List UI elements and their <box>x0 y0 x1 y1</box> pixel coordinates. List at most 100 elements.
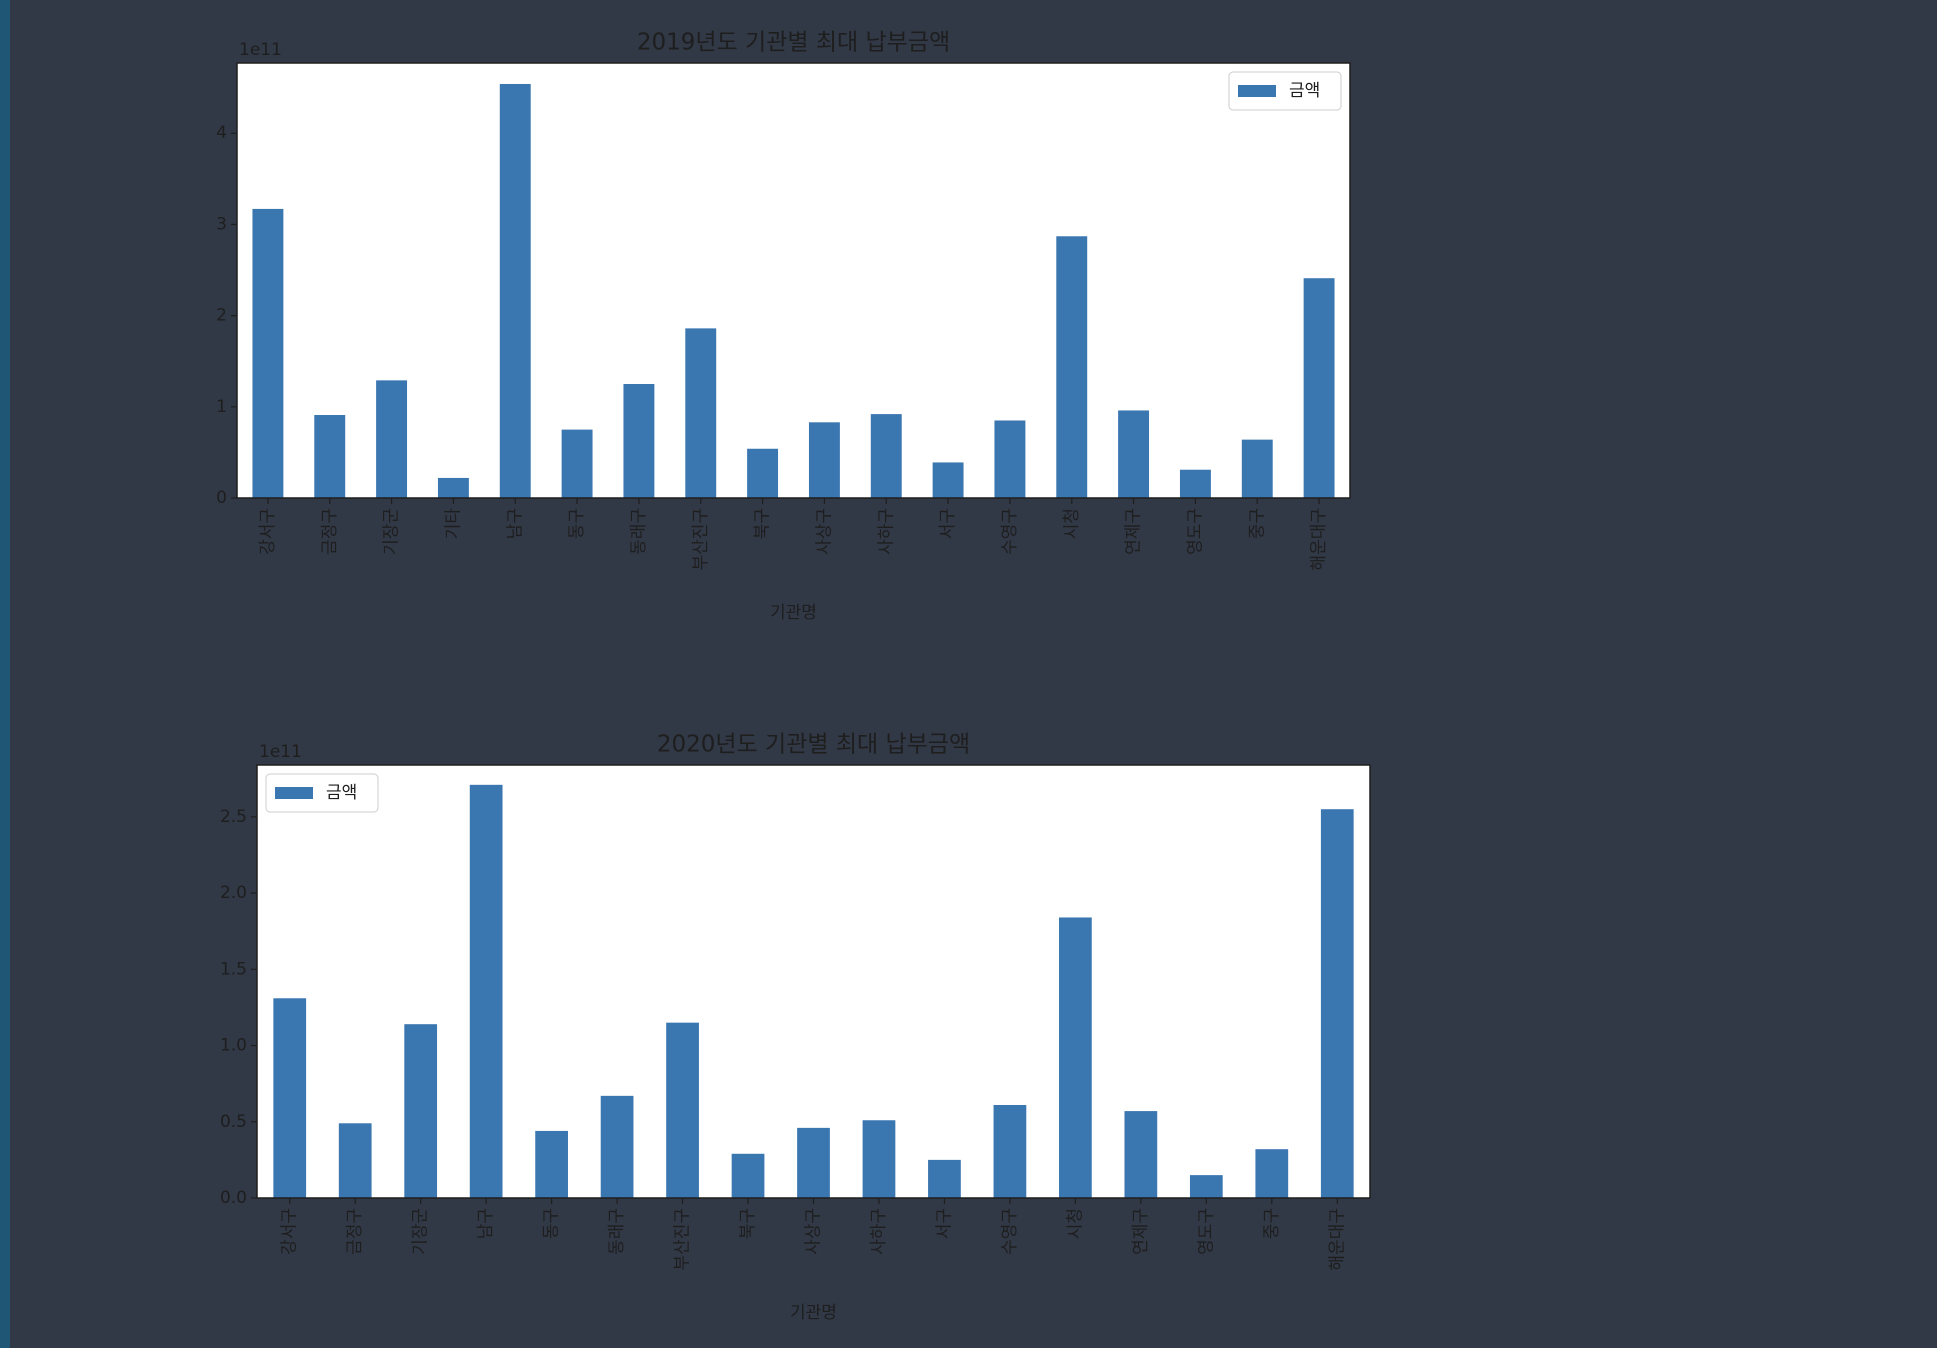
bar <box>747 448 779 498</box>
bar <box>1241 439 1273 498</box>
bar <box>499 83 531 498</box>
bar <box>273 998 307 1198</box>
bar <box>1189 1175 1223 1198</box>
x-tick-label: 부산진구 <box>691 508 711 571</box>
x-tick-label: 금정구 <box>320 508 340 555</box>
x-tick-label: 기장군 <box>411 1208 431 1255</box>
y-tick-label: 2.5 <box>220 807 247 827</box>
bar <box>1255 1149 1289 1198</box>
x-tick-label: 시청 <box>1062 508 1082 539</box>
x-tick-label: 수영구 <box>1000 1208 1020 1255</box>
bar <box>314 415 346 498</box>
legend-label: 금액 <box>1289 81 1320 101</box>
bar <box>1320 809 1354 1198</box>
x-tick-label: 시청 <box>1065 1208 1085 1239</box>
bar <box>1118 410 1150 498</box>
x-tick-label: 서구 <box>934 1208 954 1239</box>
x-tick-label: 기타 <box>443 508 463 540</box>
bar <box>338 1123 372 1198</box>
legend-swatch <box>1238 85 1276 97</box>
chart-title: 2019년도 기관별 최대 납부금액 <box>637 30 950 56</box>
x-tick-label: 해운대구 <box>1327 1208 1347 1271</box>
x-tick-label: 서구 <box>938 508 958 539</box>
x-tick-label: 연제구 <box>1124 508 1144 555</box>
x-tick-label: 남구 <box>505 508 525 539</box>
bar <box>623 384 655 498</box>
bar <box>685 328 717 498</box>
y-tick-label: 1.5 <box>220 959 247 979</box>
y-offset-label: 1e11 <box>259 742 302 762</box>
bar <box>808 422 840 498</box>
plot-area <box>257 765 1370 1198</box>
x-tick-label: 동구 <box>567 508 587 539</box>
x-tick-label: 사상구 <box>804 1208 824 1255</box>
legend-box <box>265 773 379 813</box>
bar <box>535 1130 568 1198</box>
x-tick-label: 동래구 <box>607 1208 627 1255</box>
axes-frame <box>256 764 1371 1199</box>
bar <box>1059 917 1092 1198</box>
bar <box>437 477 469 498</box>
x-tick-label: 북구 <box>753 508 773 539</box>
side-stripe <box>0 0 10 1348</box>
legend-label: 금액 <box>326 783 357 803</box>
x-axis-label: 기관명 <box>770 603 817 623</box>
y-tick-label: 1.0 <box>220 1036 247 1056</box>
x-tick-label: 기장군 <box>382 508 402 555</box>
bar <box>994 420 1026 498</box>
bar <box>1179 469 1211 498</box>
chart-title: 2020년도 기관별 최대 납부금액 <box>657 732 970 758</box>
x-tick-label: 해운대구 <box>1309 508 1329 571</box>
y-tick-label: 0 <box>216 488 227 508</box>
x-tick-label: 영도구 <box>1185 508 1205 555</box>
y-tick-label: 0.5 <box>220 1112 247 1132</box>
y-tick-label: 1 <box>216 397 227 417</box>
x-tick-label: 영도구 <box>1196 1208 1216 1255</box>
bar <box>928 1159 961 1198</box>
legend-swatch <box>275 787 313 799</box>
x-tick-label: 연제구 <box>1131 1208 1151 1255</box>
x-axis-label: 기관명 <box>790 1303 837 1323</box>
y-tick-label: 4 <box>216 123 227 143</box>
bar <box>1124 1111 1158 1198</box>
bar <box>469 784 503 1198</box>
x-tick-label: 사하구 <box>869 1208 889 1255</box>
x-tick-label: 동구 <box>542 1208 562 1239</box>
y-tick-label: 0.0 <box>220 1188 247 1208</box>
bar <box>1056 236 1088 498</box>
x-tick-label: 부산진구 <box>673 1208 693 1271</box>
plot-area <box>237 63 1350 498</box>
x-tick-label: 동래구 <box>629 508 649 555</box>
bar <box>993 1104 1027 1198</box>
x-tick-label: 사상구 <box>814 508 834 555</box>
bar <box>666 1022 699 1198</box>
x-tick-label: 중구 <box>1247 508 1267 539</box>
bar <box>1303 278 1335 498</box>
legend-box <box>1228 71 1342 111</box>
x-tick-label: 사하구 <box>876 508 896 555</box>
y-tick-label: 3 <box>216 214 227 234</box>
bar <box>862 1120 896 1198</box>
y-tick-label: 2 <box>216 306 227 326</box>
bar <box>561 429 593 498</box>
bar <box>376 380 408 498</box>
bar <box>731 1153 765 1198</box>
x-tick-label: 중구 <box>1262 1208 1282 1239</box>
x-tick-label: 금정구 <box>345 1208 365 1255</box>
bar <box>932 462 964 498</box>
x-tick-label: 남구 <box>476 1208 496 1239</box>
bar <box>252 208 284 498</box>
x-tick-label: 수영구 <box>1000 508 1020 555</box>
x-tick-label: 강서구 <box>258 508 278 555</box>
bar <box>600 1095 634 1198</box>
bar <box>797 1127 830 1198</box>
bar <box>870 414 902 498</box>
bar <box>404 1024 438 1198</box>
x-tick-label: 북구 <box>738 1208 758 1239</box>
axes-frame <box>236 62 1351 499</box>
x-tick-label: 강서구 <box>280 1208 300 1255</box>
y-offset-label: 1e11 <box>239 40 282 60</box>
y-tick-label: 2.0 <box>220 883 247 903</box>
